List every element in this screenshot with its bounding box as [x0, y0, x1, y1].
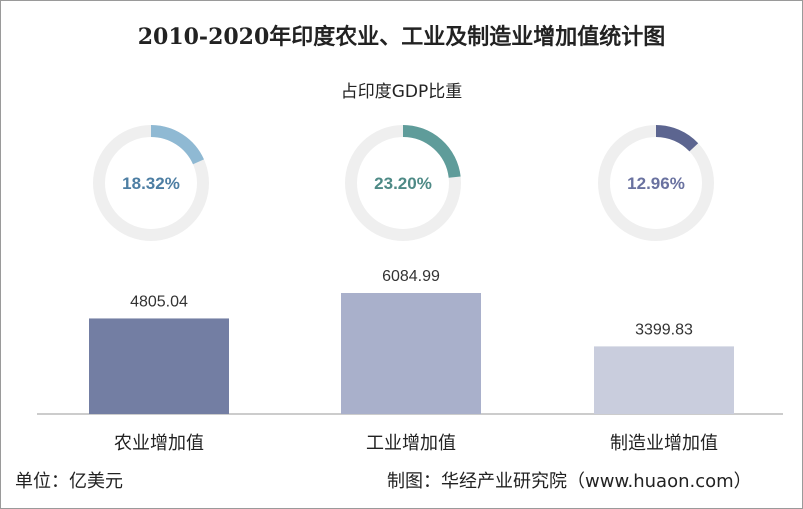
donut-percent-label: 18.32% [122, 174, 180, 193]
donut-arc [402, 125, 461, 179]
category-label: 工业增加值 [366, 433, 456, 454]
bar-0 [89, 318, 229, 414]
source-label: 制图：华经产业研究院（www.huaon.com） [387, 471, 752, 492]
chart-subtitle: 占印度GDP比重 [340, 82, 463, 102]
donut-arc [150, 125, 204, 165]
bar-1 [341, 293, 481, 414]
bar-value-label: 3399.83 [635, 321, 693, 338]
category-label: 农业增加值 [114, 433, 204, 454]
donut-percent-label: 23.20% [374, 174, 432, 193]
donut-arc [655, 125, 699, 152]
chart-title: 2010-2020年印度农业、工业及制造业增加值统计图 [137, 24, 666, 50]
category-label: 制造业增加值 [610, 433, 718, 454]
unit-label: 单位：亿美元 [15, 471, 123, 492]
bar-value-label: 6084.99 [382, 268, 440, 285]
bar-value-label: 4805.04 [130, 293, 188, 310]
bar-2 [594, 346, 734, 414]
donut-percent-label: 12.96% [627, 174, 685, 193]
